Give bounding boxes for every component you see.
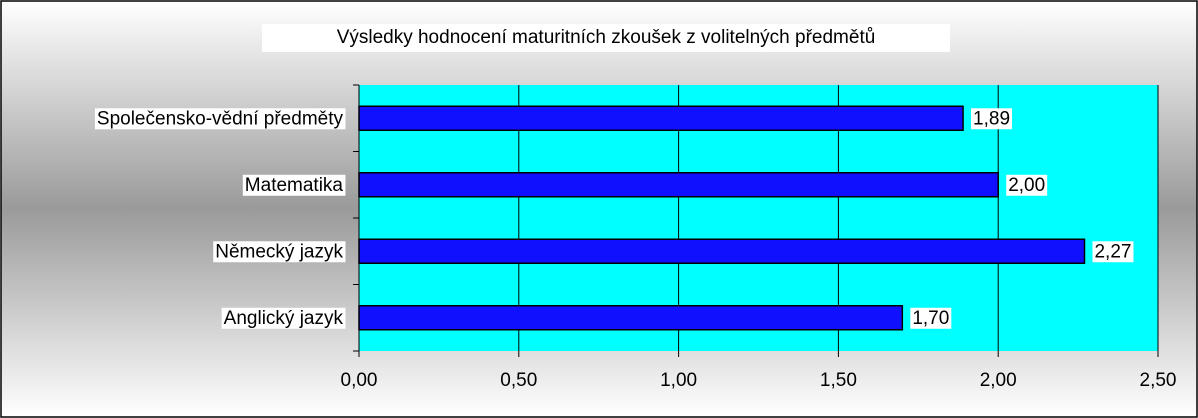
value-label-box bbox=[1092, 241, 1134, 263]
y-tick-label: Matematika bbox=[245, 175, 344, 196]
x-tick-label: 1,50 bbox=[820, 370, 857, 391]
x-tick-label: 0,50 bbox=[500, 370, 537, 391]
chart-title: Výsledky hodnocení maturitních zkoušek z… bbox=[337, 27, 876, 48]
y-tick-label: Anglický jazyk bbox=[224, 308, 344, 329]
value-label-box bbox=[910, 307, 952, 329]
title-box bbox=[262, 24, 950, 52]
y-tick-label-box bbox=[221, 307, 346, 329]
bar bbox=[358, 305, 904, 331]
bar bbox=[358, 238, 1086, 264]
x-tick-label: 2,50 bbox=[1140, 370, 1177, 391]
y-tick-label: Německý jazyk bbox=[215, 241, 343, 262]
y-tick-label-box bbox=[94, 108, 346, 130]
y-tick-label-box bbox=[213, 241, 346, 263]
value-label: 2,27 bbox=[1094, 241, 1131, 262]
x-tick-label: 1,00 bbox=[660, 370, 697, 391]
bar bbox=[358, 172, 999, 198]
value-label-box bbox=[971, 108, 1013, 130]
value-label: 1,70 bbox=[912, 308, 949, 329]
value-label-box bbox=[1006, 174, 1048, 196]
y-tick-label: Společensko-vědní předměty bbox=[97, 108, 344, 129]
value-label: 1,89 bbox=[973, 108, 1010, 129]
y-tick-label-box bbox=[242, 174, 346, 196]
value-label: 2,00 bbox=[1008, 175, 1045, 196]
x-tick-label: 0,00 bbox=[341, 370, 378, 391]
x-tick-label: 2,00 bbox=[980, 370, 1017, 391]
bar bbox=[358, 105, 964, 131]
